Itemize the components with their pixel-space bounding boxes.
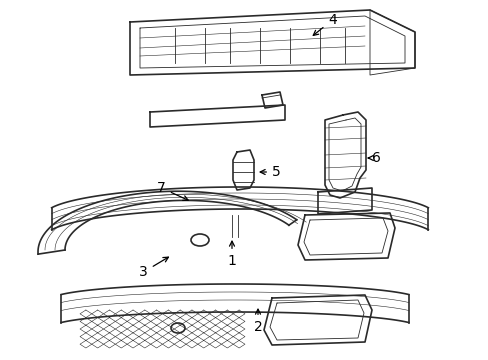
Text: 7: 7 xyxy=(157,181,188,201)
Text: 5: 5 xyxy=(260,165,280,179)
Text: 4: 4 xyxy=(313,13,336,35)
Text: 1: 1 xyxy=(227,241,236,268)
Text: 6: 6 xyxy=(367,151,380,165)
Text: 2: 2 xyxy=(253,309,262,334)
Text: 3: 3 xyxy=(139,257,168,279)
